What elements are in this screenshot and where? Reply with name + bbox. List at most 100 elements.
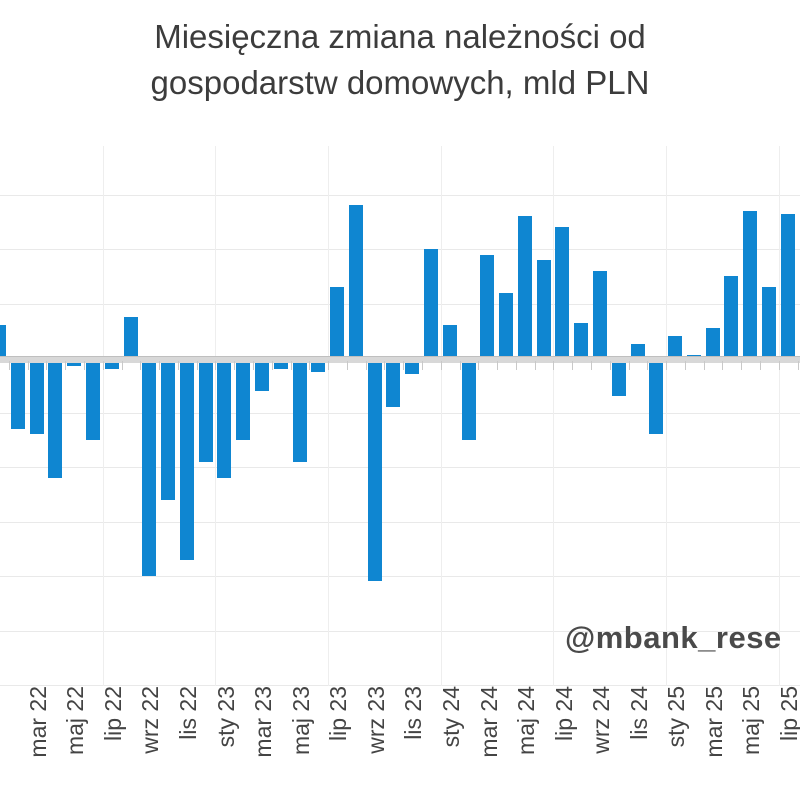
page-title: Miesięczna zmiana należności od gospodar… [0,14,800,106]
bar [442,325,457,358]
gridline-vertical [328,146,329,686]
gridline-horizontal [0,304,800,305]
x-axis-tick [741,361,743,370]
x-axis-tick [309,361,311,370]
x-axis-tick [121,361,123,370]
bar [630,344,645,358]
x-axis-tick [403,361,405,370]
bar [593,270,607,358]
bar [330,287,344,358]
x-axis-tick-label: sty 23 [212,686,239,748]
bar [85,358,100,440]
x-axis-tick-label: mar 23 [250,686,277,758]
x-axis-tick-label: maj 23 [287,686,314,756]
x-axis-tick [177,361,179,370]
x-axis-labels: mar 22 maj 22 lip 22 wrz 22 lis 22 sty 23 mar … [0,686,800,800]
bar [292,358,307,462]
bar [649,358,664,435]
bar [217,358,232,478]
x-axis-tick-label: sty 25 [663,686,690,748]
x-axis-tick [478,361,480,370]
x-axis-tick [722,361,724,370]
x-axis-tick [384,361,386,370]
x-axis-tick [252,361,254,370]
bar [161,358,175,500]
x-axis-tick [797,361,799,370]
x-axis-tick [591,361,592,370]
x-axis-tick [421,361,423,370]
bar [461,358,476,440]
gridline-horizontal [0,413,800,414]
x-axis-tick [65,361,67,370]
x-axis-tick-label: lis 24 [625,686,652,740]
x-axis-tick [290,361,292,370]
x-axis-tick [346,361,348,370]
x-axis-tick-label: wrz 24 [588,686,615,754]
x-axis-tick [778,361,780,370]
x-axis-tick [647,361,649,370]
bar [198,358,213,462]
bar [762,287,776,358]
bar [367,358,382,582]
x-axis-tick [459,361,461,370]
gridline-vertical [666,146,667,686]
bar [555,227,570,358]
x-axis-tick [83,361,85,370]
page-title-line-2: gospodarstw domowych, mld PLN [150,64,650,101]
x-axis-tick-label: mar 25 [700,686,727,758]
x-axis-band [0,357,800,363]
gridline-vertical [215,146,216,686]
x-axis-tick [271,361,273,370]
x-axis-tick [497,361,499,370]
x-axis-tick [234,361,236,370]
x-axis-tick [760,361,761,370]
gridline-horizontal [0,631,800,632]
x-axis-tick [534,361,536,370]
bar [724,276,739,359]
x-axis-tick [628,361,630,370]
gridline-horizontal [0,576,800,577]
bar [179,358,194,560]
bar [142,358,157,576]
x-axis-tick-label: lip 23 [325,686,352,741]
x-axis-tick-label: lip 24 [550,686,577,741]
x-axis-tick [572,361,574,370]
x-axis-tick [609,361,611,370]
x-axis-tick-label: mar 22 [24,686,51,758]
x-axis-tick [140,361,142,370]
gridline-horizontal [0,249,800,250]
x-axis-tick [365,361,367,370]
bar [743,210,758,358]
x-axis-tick-label: mar 24 [475,686,502,758]
bar [29,358,44,435]
zero-line [0,356,800,357]
page-title-line-1: Miesięczna zmiana należności od [154,18,646,55]
x-axis-tick [159,361,160,370]
x-axis-tick [102,361,104,370]
x-axis-tick [684,361,686,370]
gridline-horizontal [0,522,800,523]
bar [254,358,269,391]
gridline-vertical [553,146,554,686]
chart-plot-area [0,146,800,686]
bar [0,325,6,358]
bar [348,205,363,358]
x-axis-tick [328,361,329,370]
x-axis-tick-label: maj 24 [513,686,540,756]
x-axis-tick [196,361,198,370]
bar [480,254,495,358]
x-axis-tick [553,361,555,370]
bar [273,358,288,369]
bar [517,216,532,358]
x-axis-tick-label: lis 22 [175,686,202,740]
gridline-vertical [779,146,780,686]
bar [536,259,551,358]
bar [123,317,138,358]
x-axis-tick-label: wrz 23 [362,686,389,754]
x-axis-tick-label: maj 25 [738,686,765,756]
x-axis-tick-label: lis 23 [400,686,427,740]
x-axis-tick [703,361,705,370]
x-axis-tick-label: lip 25 [775,686,800,741]
bar [499,292,514,358]
x-axis-tick-label: lip 22 [99,686,126,741]
